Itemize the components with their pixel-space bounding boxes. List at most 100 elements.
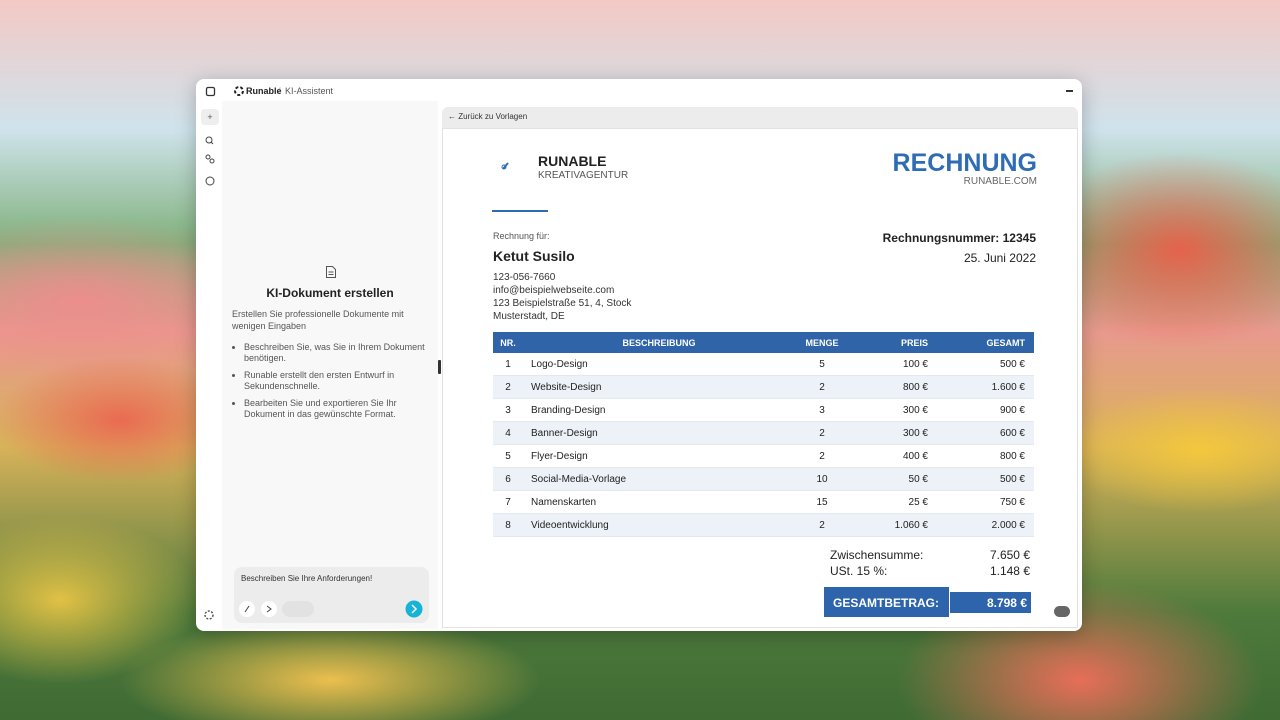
table-cell: 2.000 € (991, 520, 1025, 531)
customer-name: Ketut Susilo (493, 248, 575, 264)
table-cell: 15 (816, 497, 828, 508)
prompt-placeholder: Beschreiben Sie Ihre Anforderungen! (241, 574, 373, 583)
minimize-button[interactable] (1066, 90, 1073, 92)
table-cell: 10 (816, 474, 828, 485)
table-cell: Branding-Design (531, 405, 606, 416)
table-row (493, 445, 1034, 468)
table-cell: 100 € (902, 359, 928, 370)
column-header: PREIS (900, 338, 928, 348)
chat-toggle[interactable] (1054, 606, 1070, 617)
table-cell: 25 € (908, 497, 928, 508)
table-cell: Namenskarten (531, 497, 597, 508)
assistant-step: Bearbeiten Sie und exportieren Sie Ihr D… (244, 398, 428, 420)
back-link[interactable]: ← Zurück zu Vorlagen (448, 112, 528, 121)
table-cell: 400 € (902, 451, 928, 462)
customer-address: Musterstadt, DE (493, 311, 565, 322)
company-logo (501, 162, 509, 170)
customer-address: 123 Beispielstraße 51, 4, Stock (493, 298, 632, 309)
table-cell: 750 € (999, 497, 1025, 508)
table-row (493, 353, 1034, 376)
document-icon (326, 266, 336, 278)
table-cell: Flyer-Design (531, 451, 588, 462)
table-header (493, 332, 1034, 353)
assistant-title: KI-Dokument erstellen (266, 286, 394, 300)
customer-phone: 123-056-7660 (493, 272, 556, 283)
table-row (493, 399, 1034, 422)
table-cell: Social-Media-Vorlage (531, 474, 627, 485)
subtotal-value: 7.650 € (989, 548, 1030, 562)
table-cell: 4 (505, 428, 511, 439)
table-cell: Website-Design (531, 382, 602, 393)
assistant-steps: Beschreiben Sie, was Sie in Ihrem Dokume… (232, 342, 428, 426)
table-cell: 7 (505, 497, 511, 508)
table-row (493, 514, 1034, 537)
table-cell: 500 € (999, 474, 1025, 485)
company-tagline: KREATIVAGENTUR (538, 170, 629, 181)
table-cell: 2 (819, 428, 825, 439)
total-label: GESAMTBETRAG: (833, 596, 939, 610)
preview-header (442, 107, 1078, 128)
total-value: 8.798 € (986, 596, 1027, 610)
table-cell: 50 € (908, 474, 928, 485)
table-cell: 300 € (902, 428, 928, 439)
assistant-description: Erstellen Sie professionelle Dokumente m… (232, 309, 404, 331)
table-cell: 1.600 € (991, 382, 1025, 393)
assistant-step: Runable erstellt den ersten Entwurf in S… (244, 370, 428, 392)
table-cell: 2 (819, 382, 825, 393)
app-logo (234, 86, 244, 96)
table-cell: 3 (819, 405, 825, 416)
prompt-tools[interactable] (238, 600, 318, 618)
table-cell: 2 (819, 520, 825, 531)
table-cell: 5 (819, 359, 825, 370)
table-row (493, 422, 1034, 445)
invoice-number: Rechnungsnummer: 12345 (882, 231, 1036, 245)
table-cell: 1.060 € (894, 520, 928, 531)
assistant-panel (222, 101, 438, 629)
tax-value: 1.148 € (989, 564, 1030, 578)
invoice-title: RECHNUNG (892, 149, 1037, 177)
column-header: MENGE (805, 338, 839, 348)
table-cell: 6 (505, 474, 511, 485)
table-cell: Videoentwicklung (531, 520, 609, 531)
column-header: GESAMT (986, 338, 1025, 348)
table-cell: 800 € (999, 451, 1025, 462)
table-cell: 5 (505, 451, 511, 462)
table-cell: 8 (505, 520, 511, 531)
table-cell: 300 € (902, 405, 928, 416)
sidebar-toggle[interactable] (205, 86, 217, 98)
resize-handle[interactable] (438, 360, 441, 374)
table-cell: 1 (505, 359, 511, 370)
table-cell: 600 € (999, 428, 1025, 439)
company-website: RUNABLE.COM (963, 176, 1037, 187)
settings-icon[interactable] (202, 608, 216, 622)
assistant-step: Beschreiben Sie, was Sie in Ihrem Dokume… (244, 342, 428, 364)
send-button[interactable] (405, 600, 423, 618)
column-header: NR. (500, 338, 516, 348)
invoice-date: 25. Juni 2022 (963, 251, 1036, 265)
breadcrumb-app[interactable]: Runable (246, 86, 282, 96)
company-name: RUNABLE (538, 153, 607, 169)
table-cell: 2 (819, 451, 825, 462)
table-cell: Logo-Design (531, 359, 588, 370)
svg-text:+: + (207, 112, 212, 122)
total-value-box (950, 592, 1031, 613)
customer-email: info@beispielwebseite.com (493, 285, 615, 296)
table-cell: 3 (505, 405, 511, 416)
total-label-box (824, 587, 949, 617)
tax-label: USt. 15 %: (830, 564, 888, 578)
accent-line (492, 210, 548, 212)
table-row (493, 376, 1034, 399)
table-cell: 500 € (999, 359, 1025, 370)
bill-to-label: Rechnung für: (493, 231, 550, 241)
table-cell: 800 € (902, 382, 928, 393)
table-cell: 2 (505, 382, 511, 393)
breadcrumb-page: KI-Assistent (285, 86, 334, 96)
table-cell: Banner-Design (531, 428, 598, 439)
sidebar-icons: + (201, 109, 219, 186)
table-row (493, 491, 1034, 514)
breadcrumb-separator: / (278, 86, 281, 96)
column-header: BESCHREIBUNG (622, 338, 696, 348)
table-cell: 900 € (999, 405, 1025, 416)
table-row (493, 468, 1034, 491)
